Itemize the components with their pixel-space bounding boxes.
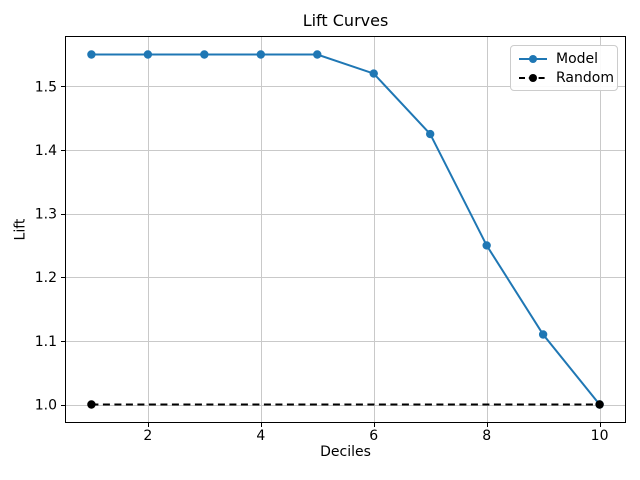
x-tick-label: 6 xyxy=(369,428,378,444)
y-axis-label: Lift xyxy=(12,218,29,241)
model-marker xyxy=(369,69,378,78)
x-tick-label: 8 xyxy=(482,428,491,444)
y-tick-label: 1.2 xyxy=(35,270,57,286)
model-marker xyxy=(87,50,96,59)
random-marker xyxy=(595,400,604,409)
legend-item-random: Random xyxy=(518,68,614,87)
legend: Model Random xyxy=(510,45,618,91)
x-tick-label: 4 xyxy=(256,428,265,444)
x-axis-label: Deciles xyxy=(320,444,371,460)
model-marker xyxy=(482,241,491,250)
y-tick-label: 1.5 xyxy=(35,79,57,95)
model-marker xyxy=(143,50,153,59)
model-marker xyxy=(256,50,266,59)
model-marker xyxy=(200,50,209,59)
x-tick-label: 10 xyxy=(591,428,609,444)
y-tick-label: 1.0 xyxy=(35,398,57,414)
model-marker xyxy=(313,50,322,59)
y-tick-label: 1.4 xyxy=(35,143,57,159)
model-marker xyxy=(538,330,548,339)
y-tick-label: 1.3 xyxy=(35,207,57,223)
model-line-icon xyxy=(519,54,547,63)
chart-title: Lift Curves xyxy=(302,11,389,30)
plot-border xyxy=(65,36,626,423)
legend-label-random: Random xyxy=(556,69,614,86)
legend-label-model: Model xyxy=(556,50,599,67)
model-marker xyxy=(425,129,435,139)
legend-item-model: Model xyxy=(518,49,611,68)
random-line-icon xyxy=(519,73,547,82)
random-marker xyxy=(87,400,96,409)
y-tick-label: 1.1 xyxy=(35,334,57,350)
x-tick-label: 2 xyxy=(143,428,152,444)
model-line xyxy=(91,53,601,406)
